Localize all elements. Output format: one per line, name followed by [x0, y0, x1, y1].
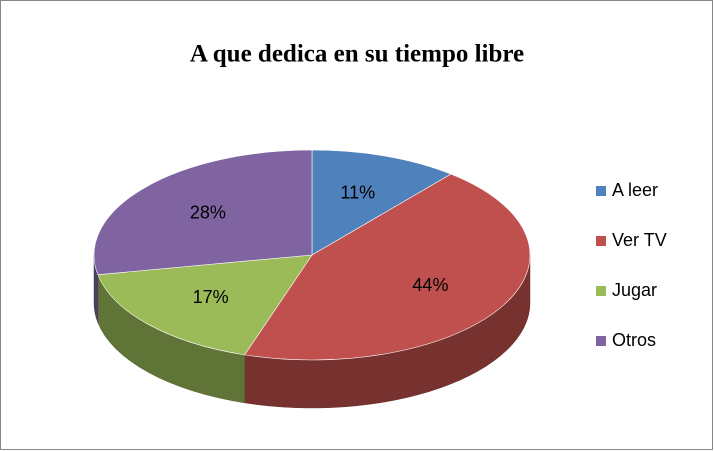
- data-label: 17%: [193, 287, 229, 307]
- slice: [244, 173, 531, 361]
- legend-swatch: [596, 236, 606, 246]
- data-label: 28%: [190, 202, 226, 222]
- legend-swatch: [596, 286, 606, 296]
- legend-label: A leer: [612, 180, 658, 200]
- legend-label: Ver TV: [612, 230, 667, 250]
- legend-label: Otros: [612, 330, 656, 350]
- slice: [311, 149, 452, 256]
- data-label: 11%: [340, 182, 375, 202]
- data-label: 44%: [412, 275, 448, 295]
- chart-title: A que dedica en su tiempo libre: [190, 41, 524, 68]
- legend-label: Jugar: [612, 280, 657, 300]
- slice: [97, 254, 313, 356]
- legend-swatch: [596, 186, 606, 196]
- slice: [93, 149, 313, 275]
- legend-swatch: [596, 336, 606, 346]
